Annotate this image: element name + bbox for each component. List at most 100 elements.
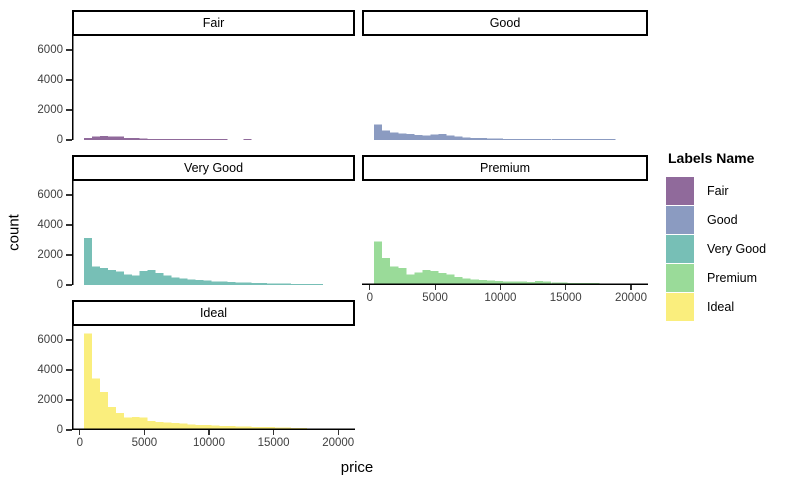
y-tick-mark <box>66 194 72 196</box>
histogram-bar <box>478 280 487 285</box>
histogram-bar <box>494 280 503 285</box>
histogram-bar <box>398 133 407 140</box>
histogram-bar <box>390 266 399 285</box>
histogram-bar <box>99 267 108 285</box>
histogram-bar <box>414 134 423 140</box>
histogram-bar <box>599 139 608 140</box>
histogram-bar <box>139 270 148 285</box>
y-tick-label: 0 <box>56 279 63 291</box>
histogram-bar <box>203 280 212 285</box>
histogram-bar <box>115 271 124 285</box>
histogram-bar <box>470 279 479 285</box>
histogram-bar <box>502 138 511 140</box>
facet-panel-fair <box>72 36 252 140</box>
histogram-bar <box>535 139 544 140</box>
histogram-bar <box>494 138 503 140</box>
histogram-bar <box>454 136 463 140</box>
histogram-bar <box>187 279 196 285</box>
histogram-bar <box>83 333 92 430</box>
histogram-bar <box>163 275 172 285</box>
histogram-bar <box>454 276 463 285</box>
y-tick-label: 4000 <box>37 219 63 231</box>
y-tick-mark <box>66 284 72 286</box>
facet-strip-label: Very Good <box>183 161 244 175</box>
histogram-bar <box>398 267 407 285</box>
histogram-bar <box>163 139 172 140</box>
y-tick-label: 2000 <box>37 394 63 406</box>
y-tick-label: 0 <box>56 424 63 436</box>
y-tick-label: 4000 <box>37 364 63 376</box>
histogram-bar <box>267 283 276 285</box>
histogram-bar <box>123 137 132 140</box>
histogram-bar <box>470 137 479 140</box>
histogram-bar <box>91 266 100 285</box>
histogram-bar <box>91 136 100 140</box>
histogram-bar <box>163 422 172 430</box>
histogram-bar <box>171 139 180 140</box>
y-tick-mark <box>66 139 72 141</box>
histogram-bar <box>179 278 188 285</box>
y-tick-label: 2000 <box>37 104 63 116</box>
histogram-bar <box>83 237 92 285</box>
histogram-bar <box>131 275 140 285</box>
y-tick-mark <box>66 399 72 401</box>
x-tick-mark <box>208 430 210 435</box>
histogram-bar <box>374 124 383 140</box>
histogram-bar <box>299 283 308 285</box>
histogram-bar <box>510 281 520 285</box>
histogram-bar <box>219 281 228 285</box>
histogram-bar <box>211 281 220 285</box>
histogram-bar <box>510 138 520 140</box>
legend-swatch-good <box>666 205 694 234</box>
histogram-bar <box>227 426 236 430</box>
histogram-bar <box>123 417 132 430</box>
facet-strip-label: Premium <box>479 161 530 175</box>
y-tick-label: 6000 <box>37 44 63 56</box>
histogram-bar <box>551 139 560 140</box>
histogram-bar <box>171 423 180 430</box>
facet-panel-ideal <box>72 326 355 430</box>
histogram-bar <box>406 134 415 140</box>
histogram-bar <box>107 406 116 430</box>
histogram-bar <box>243 282 252 285</box>
histogram-bar <box>462 137 471 140</box>
histogram-bar <box>139 138 148 140</box>
y-tick-mark <box>66 254 72 256</box>
y-tick-mark <box>66 49 72 51</box>
y-tick-label: 6000 <box>37 334 63 346</box>
histogram-bar <box>195 280 204 285</box>
facet-strip-label: Ideal <box>199 306 228 320</box>
legend-title: Labels Name <box>668 150 755 166</box>
legend-item-fair: Fair <box>662 176 792 205</box>
histogram-bar <box>107 136 116 140</box>
legend: Labels Name Fair Good Very Good Premium Idea… <box>662 150 792 321</box>
histogram-bar <box>307 284 316 285</box>
histogram-bar <box>382 130 391 140</box>
x-tick-mark <box>499 285 501 290</box>
x-tick-label: 10000 <box>193 437 225 449</box>
legend-label: Ideal <box>707 299 735 314</box>
histogram-bar <box>99 136 108 140</box>
histogram-bar <box>83 137 92 140</box>
histogram-bar <box>478 138 487 140</box>
histogram-bar <box>275 283 284 285</box>
histogram-bar <box>147 138 156 140</box>
x-tick-label: 5000 <box>422 292 448 304</box>
legend-swatch-premium <box>666 263 694 292</box>
legend-label: Premium <box>707 270 758 285</box>
legend-item-very-good: Very Good <box>662 234 792 263</box>
histogram-bar <box>211 425 220 430</box>
histogram-bar <box>438 134 447 140</box>
facet-strip-premium: Premium <box>362 155 648 181</box>
histogram-bar <box>430 270 439 285</box>
x-tick-mark <box>565 285 567 290</box>
facet-strip-ideal: Ideal <box>72 300 355 326</box>
histogram-bar <box>486 138 495 140</box>
histogram-bar <box>155 139 164 140</box>
x-tick-label: 10000 <box>484 292 517 304</box>
histogram-bar <box>219 425 228 430</box>
histogram-bar <box>179 139 188 140</box>
histogram-bar <box>382 258 391 285</box>
legend-label: Very Good <box>707 241 767 256</box>
